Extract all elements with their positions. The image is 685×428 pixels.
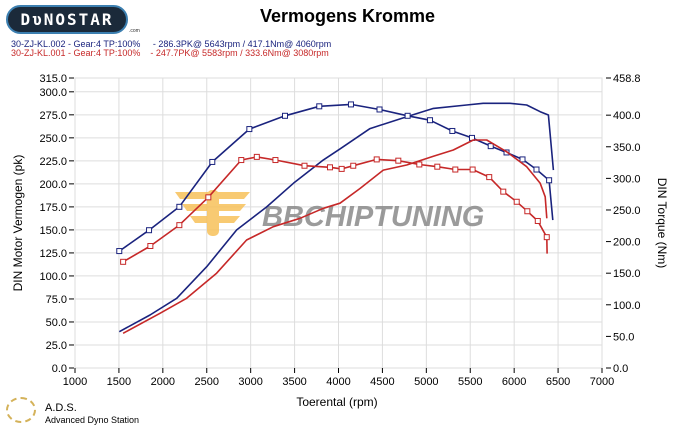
y-tick-label: 25.0: [46, 340, 67, 352]
30-ZJ-KL.001-torque-marker: [395, 157, 402, 164]
bb-eagle-logo-icon: [175, 190, 250, 236]
ads-title: A.D.S.: [45, 402, 77, 414]
y2-tick-label: 50.0: [613, 331, 634, 343]
x-tick-label: 4000: [326, 376, 350, 388]
y2-tick-label: 350.0: [613, 142, 641, 154]
x-tick-label: 2500: [195, 376, 219, 388]
y2-tick-label: 100.0: [613, 300, 641, 312]
30-ZJ-KL.001-torque-marker: [543, 234, 550, 241]
x-tick-label: 4500: [370, 376, 394, 388]
x-tick-label: 2000: [151, 376, 175, 388]
y-tick-label: 125.0: [39, 248, 67, 260]
y-tick-label: 0.0: [52, 363, 67, 375]
30-ZJ-KL.002-torque-marker: [246, 126, 253, 133]
30-ZJ-KL.002-torque-marker: [209, 158, 216, 165]
30-ZJ-KL.001-torque-marker: [373, 156, 380, 163]
x-tick-label: 6000: [502, 376, 526, 388]
30-ZJ-KL.001-torque-marker: [338, 165, 345, 172]
30-ZJ-KL.001-torque-marker: [513, 198, 520, 205]
x-tick-label: 7000: [590, 376, 614, 388]
30-ZJ-KL.001-torque-marker: [469, 166, 476, 173]
watermark: BBCHIPTUNING: [175, 190, 484, 236]
30-ZJ-KL.001-torque-marker: [486, 174, 493, 181]
30-ZJ-KL.001-torque-marker: [524, 208, 531, 215]
chart-title: Vermogens Kromme: [259, 6, 436, 26]
y-axis-label: DIN Motor Vermogen (pk): [11, 155, 25, 292]
y-tick-label: 300.0: [39, 87, 67, 99]
30-ZJ-KL.001-power-line: [122, 139, 548, 335]
y-tick-label: 315.0: [39, 73, 67, 85]
y2-tick-label: 150.0: [613, 268, 641, 280]
30-ZJ-KL.001-torque-marker: [147, 243, 154, 250]
y-tick-label: 150.0: [39, 225, 67, 237]
30-ZJ-KL.001-torque-marker: [534, 217, 541, 224]
ads-subtitle: Advanced Dyno Station: [45, 415, 140, 425]
30-ZJ-KL.002-torque-marker: [316, 103, 323, 110]
30-ZJ-KL.002-torque-marker: [519, 156, 526, 163]
x-tick-label: 6500: [546, 376, 570, 388]
y-tick-label: 75.0: [46, 294, 67, 306]
30-ZJ-KL.001-torque-marker: [416, 161, 423, 168]
y-tick-label: 250.0: [39, 133, 67, 145]
30-ZJ-KL.002-torque-marker: [282, 112, 289, 119]
y2-tick-label: 400.0: [613, 110, 641, 122]
run-legend-2: 30-ZJ-KL.001 - Gear:4 TP:100% - 247.7PK@…: [11, 48, 329, 58]
x-tick-label: 5500: [458, 376, 482, 388]
y-tick-label: 200.0: [39, 179, 67, 191]
30-ZJ-KL.001-torque-marker: [238, 157, 245, 164]
30-ZJ-KL.001-torque-marker: [205, 194, 212, 201]
30-ZJ-KL.002-torque-marker: [487, 143, 494, 150]
30-ZJ-KL.001-torque-marker: [350, 162, 357, 169]
y2-tick-label: 300.0: [613, 173, 641, 185]
30-ZJ-KL.001-torque-marker: [434, 163, 441, 170]
x-tick-label: 5000: [414, 376, 438, 388]
y2-tick-label: 250.0: [613, 205, 641, 217]
30-ZJ-KL.002-torque-marker: [533, 166, 540, 173]
y-tick-label: 50.0: [46, 317, 67, 329]
30-ZJ-KL.001-torque-marker: [452, 166, 459, 173]
30-ZJ-KL.002-torque-marker: [347, 101, 354, 108]
x-tick-label: 3000: [238, 376, 262, 388]
30-ZJ-KL.001-torque-marker: [326, 164, 333, 171]
30-ZJ-KL.001-torque-marker: [253, 153, 260, 160]
watermark-text: BBCHIPTUNING: [262, 201, 484, 233]
x-tick-label: 1500: [107, 376, 131, 388]
x-tick-label: 1000: [63, 376, 87, 388]
y-tick-label: 275.0: [39, 110, 67, 122]
y2-tick-label: 200.0: [613, 237, 641, 249]
30-ZJ-KL.001-torque-marker: [500, 188, 507, 195]
30-ZJ-KL.002-torque-marker: [546, 177, 553, 184]
30-ZJ-KL.002-torque-marker: [116, 248, 123, 255]
30-ZJ-KL.002-torque-marker: [449, 127, 456, 134]
y2-axis-label: DIN Torque (Nm): [655, 178, 669, 268]
30-ZJ-KL.001-torque-marker: [176, 222, 183, 229]
30-ZJ-KL.001-torque-marker: [301, 162, 308, 169]
grid: [74, 77, 603, 369]
30-ZJ-KL.001-torque-marker: [272, 157, 279, 164]
30-ZJ-KL.002-power-line: [118, 102, 555, 333]
logo-subtext: .com: [129, 28, 140, 34]
30-ZJ-KL.002-torque-marker: [376, 106, 383, 113]
run-legend-1: 30-ZJ-KL.002 - Gear:4 TP:100% - 286.3PK@…: [11, 39, 332, 49]
y2-tick-label: 458.8: [613, 73, 641, 85]
y-tick-label: 100.0: [39, 271, 67, 283]
x-tick-label: 3500: [282, 376, 306, 388]
x-axis-label: Toerental (rpm): [296, 395, 377, 409]
30-ZJ-KL.002-torque-marker: [146, 227, 153, 234]
y-tick-label: 175.0: [39, 202, 67, 214]
y2-tick-label: 0.0: [613, 363, 628, 375]
dynostar-logo: DʋNOSTAR: [6, 5, 128, 34]
30-ZJ-KL.002-torque-marker: [427, 117, 434, 124]
y-tick-label: 225.0: [39, 156, 67, 168]
30-ZJ-KL.001-torque-marker: [120, 258, 127, 265]
30-ZJ-KL.002-torque-marker: [176, 203, 183, 210]
30-ZJ-KL.002-torque-marker: [404, 112, 411, 119]
ads-logo-icon: [6, 397, 36, 423]
